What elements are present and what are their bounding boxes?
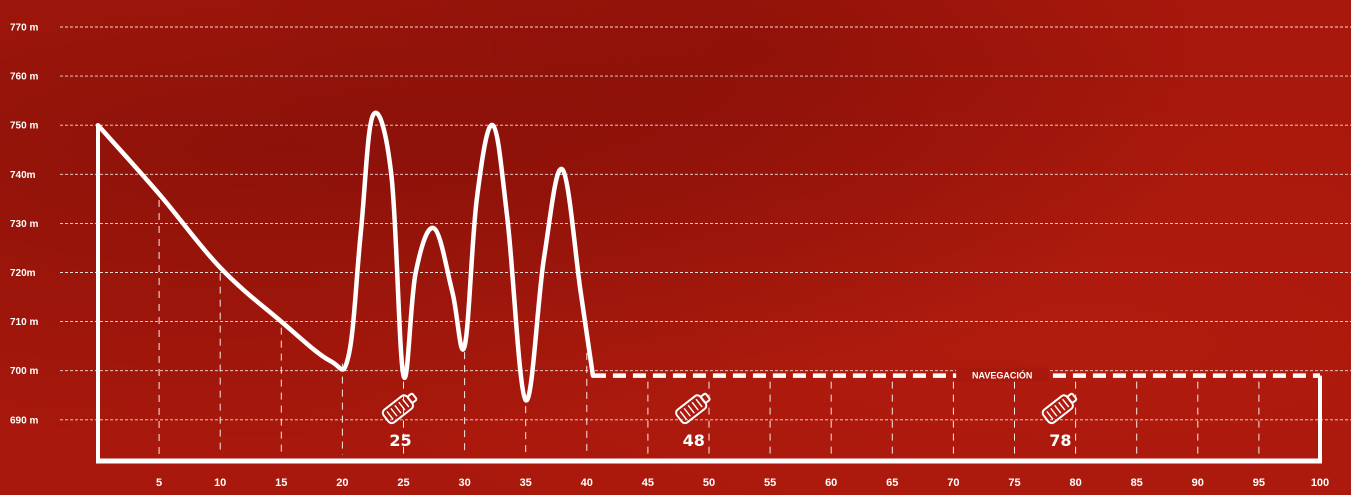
bottle-stripe <box>1062 398 1070 408</box>
bottle-icon <box>381 392 418 425</box>
bottle-cap <box>700 392 711 404</box>
series-lines: NAVEGACIÓN <box>95 110 1320 403</box>
bottle-stripe <box>394 404 402 414</box>
y-axis-ticks: 770 m 760 m 750 m 740m 730 m 720m 710 m 700 m 69… <box>10 23 38 427</box>
x-tick-label: 25 <box>397 477 409 489</box>
x-tick-label: 90 <box>1192 477 1204 489</box>
y-tick-label: 760 m <box>10 72 38 83</box>
x-tick-label: 70 <box>947 477 959 489</box>
bottle-stripe <box>402 398 410 408</box>
x-tick-label: 85 <box>1131 477 1143 489</box>
bottle-stripe <box>679 411 687 420</box>
x-tick-label: 5 <box>156 477 162 489</box>
bottle-stripe <box>390 407 398 417</box>
bottle-stripe <box>1054 404 1062 414</box>
x-tick-label: 65 <box>886 477 898 489</box>
x-tick-label: 80 <box>1069 477 1081 489</box>
bottle-stripe <box>1046 411 1054 420</box>
navigation-label-bg <box>956 367 1049 382</box>
navigation-label: NAVEGACIÓN <box>972 370 1032 381</box>
bottle-stripe <box>691 401 699 411</box>
y-tick-label: 770 m <box>10 23 38 34</box>
x-axis-ticks: 5 10 15 20 25 30 35 40 45 50 55 60 65 70 75 80 85 90 95 100 <box>156 477 1329 489</box>
y-tick-label: 700 m <box>10 366 38 377</box>
x-tick-label: 60 <box>825 477 837 489</box>
bottle-cap <box>1066 392 1078 404</box>
x-tick-label: 100 <box>1311 477 1329 489</box>
x-tick-label: 15 <box>275 477 287 489</box>
x-tick-label: 10 <box>214 477 226 489</box>
x-tick-label: 50 <box>703 477 715 489</box>
y-tick-label: 710 m <box>10 317 38 328</box>
vertical-guides <box>158 199 1260 455</box>
bottle-icon <box>675 392 711 425</box>
bottle-stripe <box>683 407 691 417</box>
y-tick-label: 730 m <box>10 219 38 230</box>
aid-station-km-label: 48 <box>683 431 705 450</box>
aid-station-km-label: 25 <box>389 431 411 450</box>
aid-station-km-label: 78 <box>1049 431 1071 450</box>
grid-lines <box>60 26 1351 421</box>
y-tick-label: 720m <box>10 268 36 279</box>
x-tick-label: 20 <box>336 477 348 489</box>
y-tick-label: 690 m <box>10 415 38 426</box>
y-tick-label: 740m <box>10 170 36 181</box>
x-tick-label: 40 <box>581 477 593 489</box>
x-tick-label: 95 <box>1253 477 1265 489</box>
baseline-frame <box>96 125 1322 464</box>
aid-station-markers: 25 48 78 <box>381 392 1078 450</box>
bottle-icon <box>1041 392 1078 425</box>
y-tick-label: 750 m <box>10 121 38 132</box>
x-tick-label: 55 <box>764 477 776 489</box>
bottle-stripe <box>386 411 394 420</box>
bottle-cap <box>406 392 418 404</box>
x-tick-label: 35 <box>520 477 532 489</box>
bottle-stripe <box>695 398 703 408</box>
bottle-stripe <box>398 401 406 411</box>
bottle-stripe <box>687 404 695 414</box>
x-tick-label: 45 <box>642 477 654 489</box>
x-tick-label: 30 <box>458 477 470 489</box>
bottle-stripe <box>1050 407 1058 417</box>
elevation-line <box>95 110 596 403</box>
x-tick-label: 75 <box>1008 477 1020 489</box>
bottle-stripe <box>1058 401 1066 411</box>
